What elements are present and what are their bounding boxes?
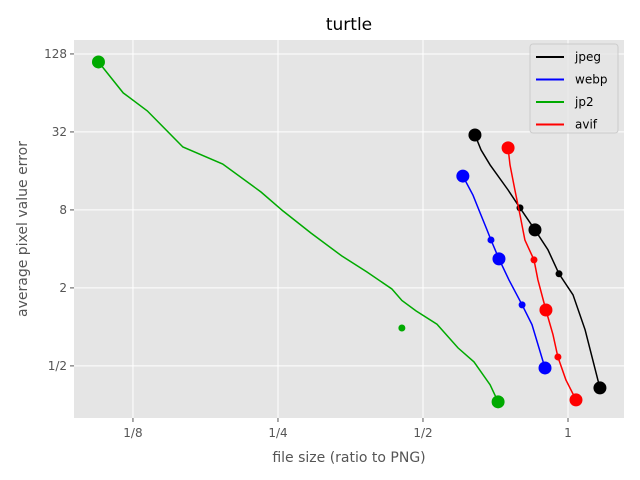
series-line-webp <box>462 175 546 369</box>
legend-label-jp2: jp2 <box>574 95 594 109</box>
y-tick-label: 32 <box>52 125 67 139</box>
marker-jp2-large <box>91 55 105 69</box>
marker-jpeg-large <box>468 128 482 142</box>
y-tick-label: 8 <box>59 203 67 217</box>
marker-webp-large <box>492 252 506 266</box>
legend-box <box>529 43 619 134</box>
marker-jpeg-small <box>555 270 563 278</box>
marker-avif-small <box>554 353 562 361</box>
y-tick-label: 2 <box>59 281 67 295</box>
y-axis-label: average pixel value error <box>15 141 31 317</box>
marker-avif-large <box>539 303 553 317</box>
x-tick-label: 1/8 <box>123 426 142 440</box>
chart-title: turtle <box>326 15 372 35</box>
marker-jpeg-large <box>528 223 542 237</box>
series-line-avif <box>507 147 577 401</box>
marker-jp2-small <box>398 324 406 332</box>
series-line-jp2 <box>97 61 499 403</box>
marker-webp-small <box>487 236 495 244</box>
x-tick-label: 1/2 <box>413 426 432 440</box>
marker-webp-small <box>518 301 526 309</box>
legend-label-webp: webp <box>575 73 607 87</box>
x-tick-label: 1 <box>564 426 572 440</box>
legend: jpeg webp jp2 avif <box>529 43 619 134</box>
tick-labels: 1/8 1/4 1/2 1 1/2 2 8 32 128 <box>44 47 572 440</box>
marker-jp2-large <box>491 395 505 409</box>
marker-jpeg-large <box>593 381 607 395</box>
x-axis-label: file size (ratio to PNG) <box>272 450 425 466</box>
marker-avif-large <box>501 141 515 155</box>
series-group <box>91 55 607 409</box>
legend-label-jpeg: jpeg <box>574 50 601 64</box>
y-tick-label: 1/2 <box>48 359 67 373</box>
legend-label-avif: avif <box>575 118 598 132</box>
marker-webp-large <box>456 169 470 183</box>
marker-avif-small <box>530 256 538 264</box>
marker-avif-large <box>569 393 583 407</box>
marker-webp-large <box>538 361 552 375</box>
y-tick-label: 128 <box>44 47 67 61</box>
x-tick-label: 1/4 <box>268 426 287 440</box>
